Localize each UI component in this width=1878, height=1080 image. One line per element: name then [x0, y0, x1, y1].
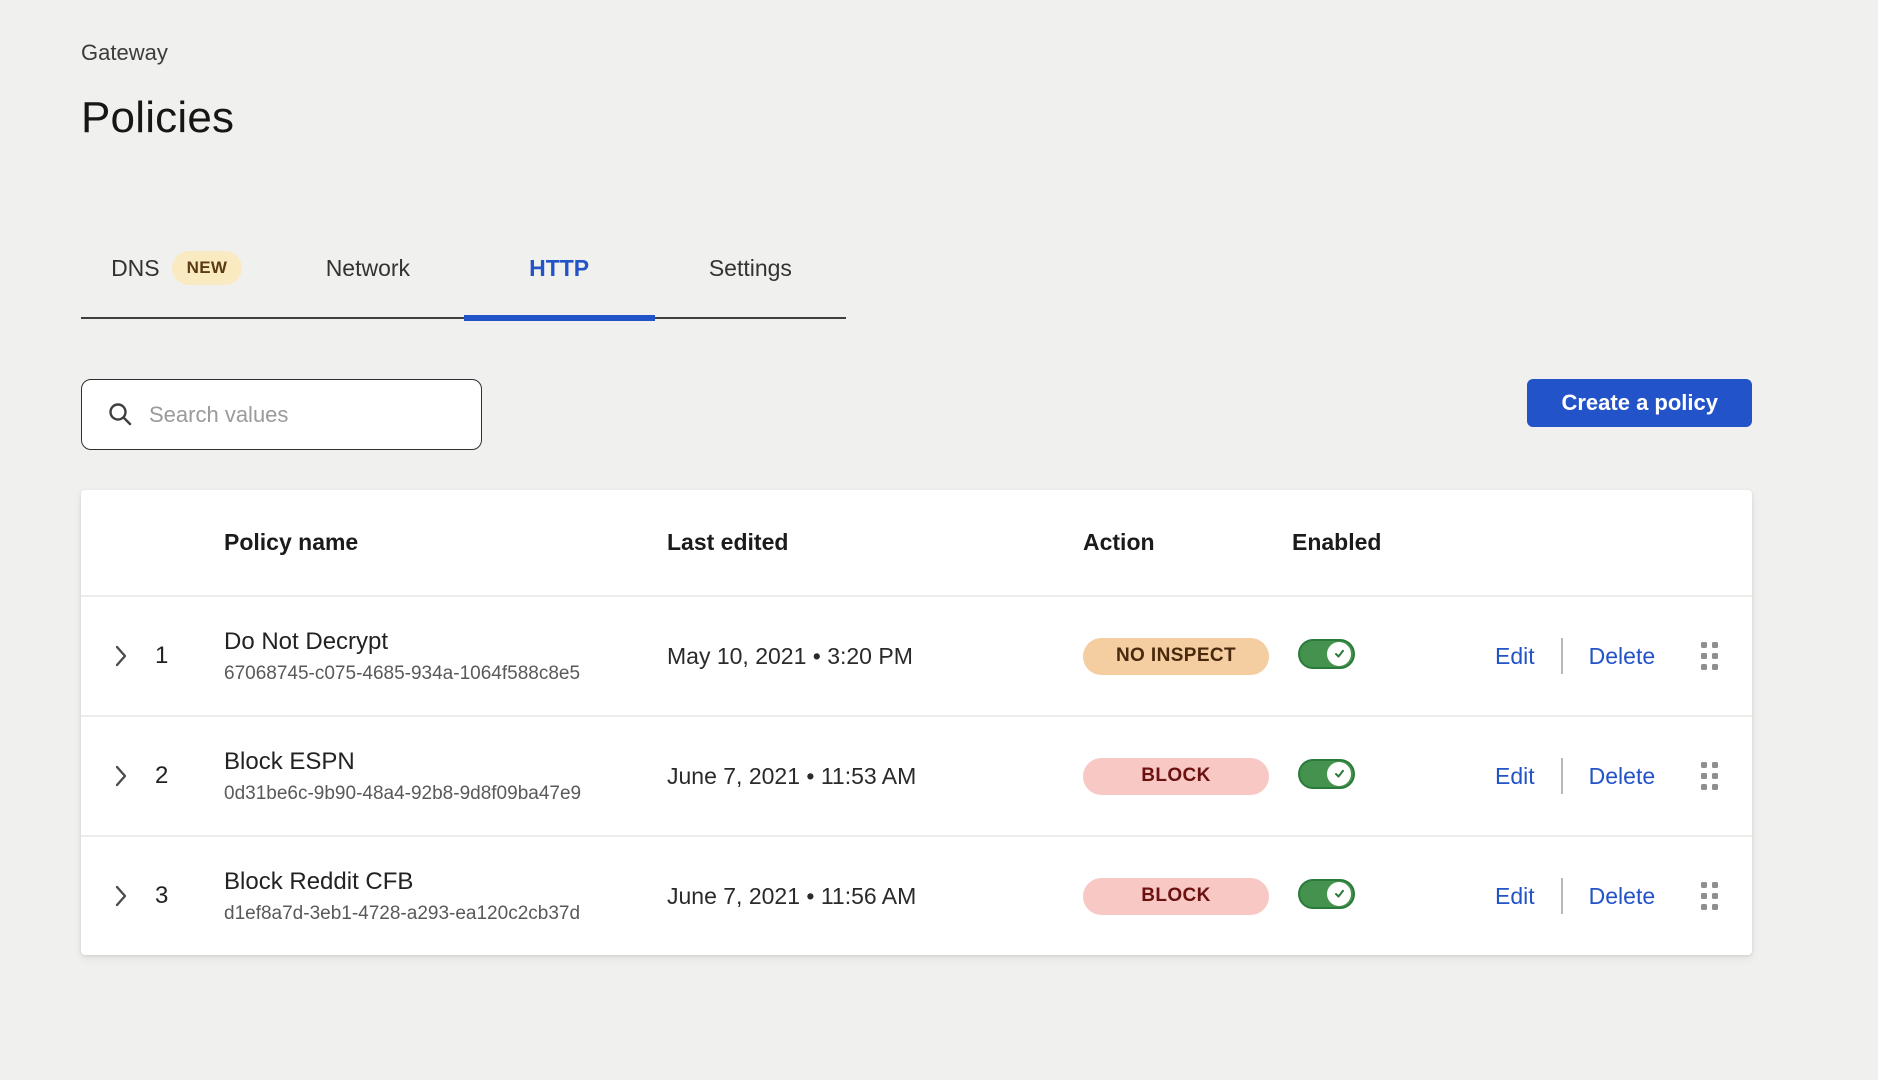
tab-settings-label: Settings	[708, 255, 792, 281]
table-header-row: Policy name Last edited Action Enabled	[81, 490, 1752, 595]
table-body: 1 Do Not Decrypt 67068745-c075-4685-934a…	[81, 595, 1752, 955]
tab-http-label: HTTP	[529, 255, 590, 281]
drag-handle-icon[interactable]	[1701, 882, 1719, 910]
column-header-action: Action	[1083, 529, 1155, 555]
search-input[interactable]	[149, 401, 449, 428]
delete-link[interactable]: Delete	[1588, 642, 1656, 669]
tab-network[interactable]: Network	[272, 251, 463, 317]
expand-row-button[interactable]	[81, 884, 155, 908]
edit-link[interactable]: Edit	[1495, 762, 1535, 789]
policy-name: Block Reddit CFB	[224, 868, 414, 895]
last-edited: May 10, 2021 • 3:20 PM	[667, 642, 913, 669]
column-header-policy-name: Policy name	[224, 529, 359, 555]
gateway-policies-page: Gateway Policies DNS NEW Network HTTP Se…	[81, 38, 1752, 955]
expand-row-button[interactable]	[81, 764, 155, 788]
breadcrumb-gateway: Gateway	[81, 40, 168, 65]
search-icon	[109, 403, 132, 426]
action-separator	[1560, 878, 1563, 914]
policy-uuid: 0d31be6c-9b90-48a4-92b8-9d8f09ba47e9	[224, 783, 582, 804]
action-badge: NO INSPECT	[1083, 637, 1269, 675]
expand-row-button[interactable]	[81, 644, 155, 668]
edit-link[interactable]: Edit	[1495, 642, 1535, 669]
delete-link[interactable]: Delete	[1588, 762, 1656, 789]
policy-name: Do Not Decrypt	[224, 628, 389, 655]
action-badge: BLOCK	[1083, 877, 1269, 915]
page-title: Policies	[81, 93, 235, 142]
last-edited: June 7, 2021 • 11:53 AM	[667, 762, 917, 789]
tab-dns-label: DNS	[111, 255, 160, 281]
action-separator	[1560, 758, 1563, 794]
tab-network-label: Network	[325, 255, 411, 281]
action-badge: BLOCK	[1083, 757, 1269, 795]
table-row: 2 Block ESPN 0d31be6c-9b90-48a4-92b8-9d8…	[81, 715, 1752, 835]
drag-handle-icon[interactable]	[1701, 642, 1719, 670]
edit-link[interactable]: Edit	[1495, 882, 1535, 909]
search-box[interactable]	[81, 379, 482, 450]
table-row: 1 Do Not Decrypt 67068745-c075-4685-934a…	[81, 595, 1752, 715]
enabled-toggle[interactable]	[1298, 758, 1355, 789]
toggle-knob	[1327, 761, 1351, 786]
policies-table: Policy name Last edited Action Enabled 1…	[81, 490, 1752, 955]
toggle-knob	[1327, 641, 1351, 666]
last-edited: June 7, 2021 • 11:56 AM	[667, 882, 917, 909]
chevron-right-icon	[115, 885, 126, 907]
toggle-knob	[1327, 881, 1351, 906]
table-row: 3 Block Reddit CFB d1ef8a7d-3eb1-4728-a2…	[81, 835, 1752, 955]
chevron-right-icon	[115, 645, 126, 667]
row-number: 3	[155, 882, 169, 909]
new-badge: NEW	[171, 251, 243, 285]
row-number: 1	[155, 642, 169, 669]
policy-name: Block ESPN	[224, 748, 355, 775]
delete-link[interactable]: Delete	[1588, 882, 1656, 909]
enabled-toggle[interactable]	[1298, 878, 1355, 909]
action-separator	[1560, 638, 1563, 674]
row-number: 2	[155, 762, 169, 789]
tab-bar: DNS NEW Network HTTP Settings	[81, 251, 846, 321]
checkmark-icon	[1334, 889, 1344, 898]
drag-handle-icon[interactable]	[1701, 762, 1719, 790]
checkmark-icon	[1334, 769, 1344, 778]
enabled-toggle[interactable]	[1298, 638, 1355, 669]
policy-uuid: 67068745-c075-4685-934a-1064f588c8e5	[224, 663, 581, 684]
policy-uuid: d1ef8a7d-3eb1-4728-a293-ea120c2cb37d	[224, 903, 581, 924]
create-policy-button[interactable]: Create a policy	[1527, 379, 1752, 427]
column-header-last-edited: Last edited	[667, 529, 789, 555]
tab-http[interactable]: HTTP	[463, 251, 656, 321]
checkmark-icon	[1334, 649, 1344, 658]
column-header-enabled: Enabled	[1292, 529, 1382, 555]
tab-dns[interactable]: DNS NEW	[81, 251, 272, 317]
tab-settings[interactable]: Settings	[655, 251, 846, 317]
chevron-right-icon	[115, 765, 126, 787]
toolbar: Create a policy	[81, 379, 1752, 450]
